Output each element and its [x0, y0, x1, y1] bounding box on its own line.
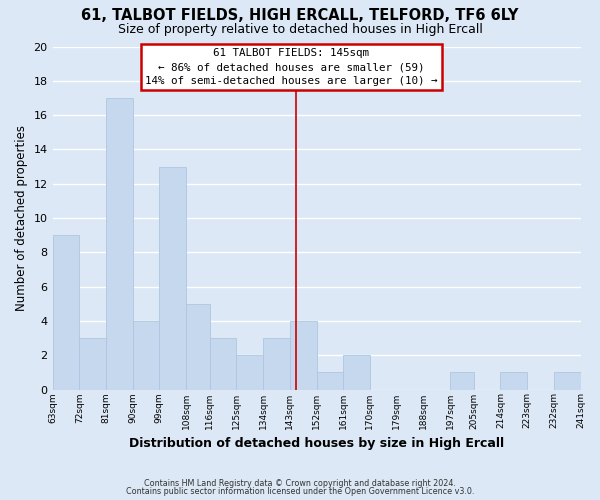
Bar: [79, 338, 106, 390]
Bar: [236, 355, 263, 390]
Text: 61 TALBOT FIELDS: 145sqm
← 86% of detached houses are smaller (59)
14% of semi-d: 61 TALBOT FIELDS: 145sqm ← 86% of detach…: [145, 48, 437, 86]
Bar: [343, 355, 370, 390]
Bar: [210, 338, 236, 390]
Bar: [290, 321, 317, 390]
Y-axis label: Number of detached properties: Number of detached properties: [15, 125, 28, 311]
X-axis label: Distribution of detached houses by size in High Ercall: Distribution of detached houses by size …: [129, 437, 504, 450]
Bar: [53, 235, 79, 390]
Bar: [263, 338, 290, 390]
Bar: [450, 372, 474, 390]
Text: Size of property relative to detached houses in High Ercall: Size of property relative to detached ho…: [118, 22, 482, 36]
Bar: [554, 372, 581, 390]
Bar: [186, 304, 210, 390]
Bar: [106, 98, 133, 390]
Bar: [160, 166, 186, 390]
Text: Contains public sector information licensed under the Open Government Licence v3: Contains public sector information licen…: [126, 487, 474, 496]
Text: Contains HM Land Registry data © Crown copyright and database right 2024.: Contains HM Land Registry data © Crown c…: [144, 478, 456, 488]
Bar: [317, 372, 343, 390]
Text: 61, TALBOT FIELDS, HIGH ERCALL, TELFORD, TF6 6LY: 61, TALBOT FIELDS, HIGH ERCALL, TELFORD,…: [82, 8, 518, 22]
Bar: [133, 321, 160, 390]
Bar: [500, 372, 527, 390]
